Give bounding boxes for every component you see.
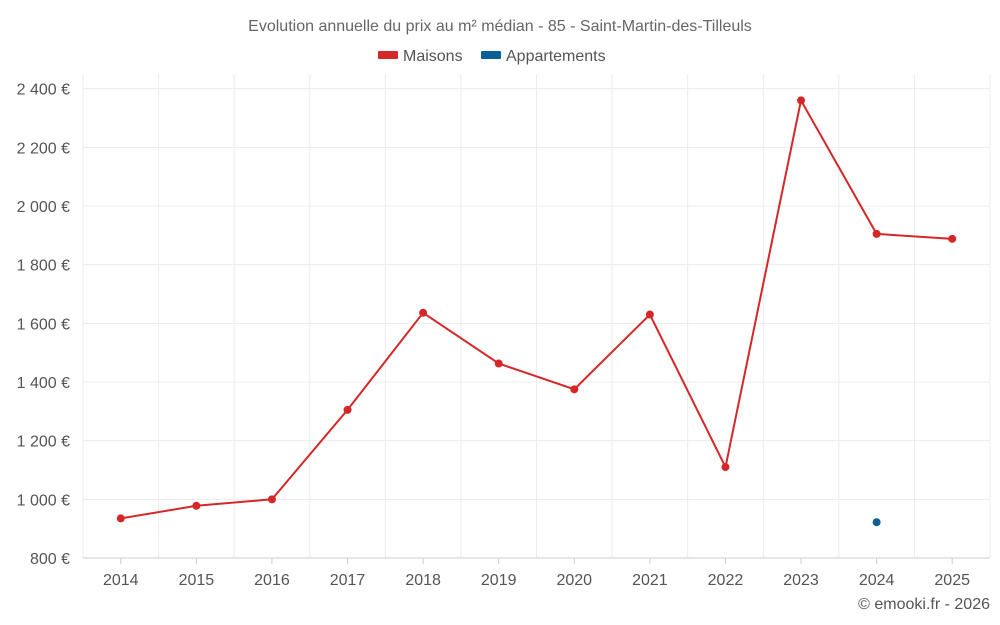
series-appartements (872, 518, 881, 527)
data-point-maisons-2016[interactable] (267, 495, 276, 504)
y-tick-label: 1 000 € (17, 492, 70, 509)
x-tick-label: 2019 (481, 572, 517, 589)
x-tick-label: 2017 (330, 572, 366, 589)
data-point-maisons-2019[interactable] (494, 359, 503, 368)
legend-label-appartements: Appartements (506, 48, 606, 65)
x-tick-label: 2020 (556, 572, 592, 589)
data-point-maisons-2018[interactable] (419, 308, 428, 317)
data-point-maisons-2017[interactable] (343, 405, 352, 414)
x-tick-label: 2014 (103, 572, 139, 589)
y-tick-label: 1 400 € (17, 375, 70, 392)
data-point-maisons-2021[interactable] (645, 310, 654, 319)
data-point-maisons-2014[interactable] (116, 514, 125, 523)
legend-label-maisons: Maisons (403, 48, 463, 65)
data-point-maisons-2024[interactable] (872, 229, 881, 238)
credit-text: © emooki.fr - 2026 (858, 596, 990, 613)
y-tick-label: 2 400 € (17, 82, 70, 99)
y-tick-label: 2 000 € (17, 199, 70, 216)
legend-swatch-maisons (378, 51, 398, 59)
legend-swatch-appartements (481, 51, 501, 59)
legend-item-maisons[interactable]: Maisons (378, 48, 463, 65)
series (116, 96, 957, 527)
legend-item-appartements[interactable]: Appartements (481, 48, 606, 65)
y-tick-label: 1 200 € (17, 434, 70, 451)
y-tick-label: 1 800 € (17, 258, 70, 275)
x-tick-label: 2015 (179, 572, 215, 589)
data-point-maisons-2023[interactable] (797, 96, 806, 105)
x-tick-label: 2018 (405, 572, 441, 589)
chart-title: Evolution annuelle du prix au m² médian … (248, 18, 752, 35)
data-point-maisons-2025[interactable] (948, 234, 957, 243)
x-tick-label: 2022 (708, 572, 744, 589)
data-point-maisons-2022[interactable] (721, 463, 730, 472)
x-tick-label: 2023 (783, 572, 819, 589)
x-tick-label: 2016 (254, 572, 290, 589)
data-point-maisons-2020[interactable] (570, 385, 579, 394)
y-tick-label: 1 600 € (17, 316, 70, 333)
y-tick-label: 800 € (30, 551, 70, 568)
y-tick-label: 2 200 € (17, 140, 70, 157)
x-tick-label: 2021 (632, 572, 668, 589)
series-line-maisons (120, 97, 953, 520)
legend: Maisons Appartements (378, 48, 606, 65)
data-point-maisons-2015[interactable] (192, 501, 201, 510)
gridlines (82, 74, 991, 559)
x-axis: 2014 2015 2016 2017 2018 2019 2020 2021 2022 2023… (83, 557, 990, 589)
data-point-appartements-2024[interactable] (872, 518, 881, 527)
x-tick-label: 2025 (934, 572, 970, 589)
series-maisons (116, 96, 957, 523)
y-axis: 800 € 1 000 € 1 200 € 1 400 € 1 600 € 1 800 €… (17, 82, 70, 568)
x-tick-label: 2024 (859, 572, 895, 589)
